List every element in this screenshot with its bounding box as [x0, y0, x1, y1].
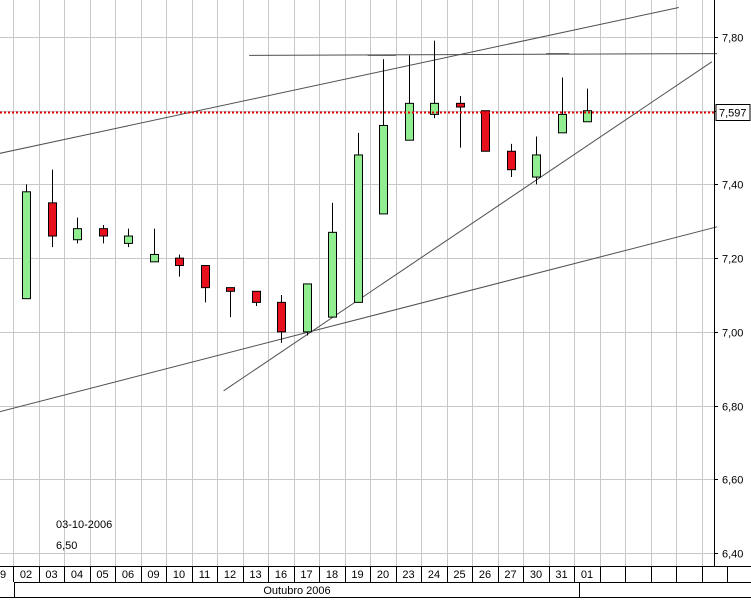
- candle-body: [456, 102, 465, 108]
- y-tick-label: 7,80: [722, 33, 743, 45]
- y-tick-label: 6,80: [722, 402, 743, 414]
- candle-body: [379, 124, 388, 215]
- x-tick-label: 01: [581, 569, 593, 581]
- candle-body: [99, 228, 108, 237]
- month-label: Outubro 2006: [263, 585, 330, 597]
- x-tick-label: 02: [20, 569, 32, 581]
- x-tick-label: 27: [504, 569, 516, 581]
- y-tick-label: 7,20: [722, 254, 743, 266]
- x-tick-label: 24: [428, 569, 440, 581]
- x-tick-label: 12: [224, 569, 236, 581]
- x-tick-label: 25: [453, 569, 465, 581]
- candle-body: [277, 301, 286, 333]
- x-tick-label: 30: [530, 569, 542, 581]
- trendline: [0, 7, 679, 154]
- x-tick-label: 16: [275, 569, 287, 581]
- candle-body: [481, 110, 490, 152]
- candle-body: [201, 265, 210, 289]
- candle-body: [150, 253, 159, 263]
- x-tick-label: 26: [479, 569, 491, 581]
- candle-body: [22, 191, 31, 300]
- candle-body: [354, 154, 363, 303]
- x-tick-label: 09: [147, 569, 159, 581]
- x-tick-label: 20: [377, 569, 389, 581]
- cursor-value-readout: 6,50: [56, 540, 78, 552]
- candle-body: [124, 235, 133, 244]
- x-tick-label: 31: [555, 569, 567, 581]
- y-tick-label: 7,40: [722, 180, 743, 192]
- y-tick-label: 7,00: [722, 328, 743, 340]
- x-tick-label: 04: [71, 569, 83, 581]
- candle-body: [328, 231, 337, 318]
- candle-body: [558, 113, 567, 134]
- y-tick-label: 6,60: [722, 475, 743, 487]
- trendline: [0, 226, 718, 413]
- y-tick-label: 6,40: [722, 549, 743, 561]
- candle-body: [175, 257, 184, 267]
- candle-body: [226, 287, 235, 292]
- x-tick-label: 11: [199, 569, 210, 581]
- candle-body: [532, 154, 541, 178]
- x-tick-label-partial: 9: [0, 569, 6, 581]
- candle-body: [430, 102, 439, 115]
- last-price-label: 7,597: [719, 108, 747, 120]
- trendline: [249, 53, 718, 56]
- candle-body: [405, 102, 414, 141]
- x-tick-label: 17: [300, 569, 312, 581]
- x-tick-label: 10: [173, 569, 185, 581]
- candle-body: [583, 110, 592, 123]
- cursor-date-readout: 03-10-2006: [56, 519, 113, 531]
- x-tick-label: 19: [351, 569, 363, 581]
- x-tick-label: 06: [122, 569, 134, 581]
- candle-body: [48, 202, 57, 237]
- last-price-box: [715, 104, 751, 121]
- candle-body: [73, 228, 82, 241]
- x-tick-label: 03: [45, 569, 57, 581]
- x-tick-label: 18: [326, 569, 338, 581]
- candle-body: [303, 283, 312, 333]
- candle-body: [252, 290, 261, 303]
- x-tick-label: 23: [402, 569, 414, 581]
- x-tick-label: 05: [96, 569, 108, 581]
- x-tick-label: 13: [249, 569, 261, 581]
- candle-body: [507, 150, 516, 171]
- trendline: [223, 61, 713, 392]
